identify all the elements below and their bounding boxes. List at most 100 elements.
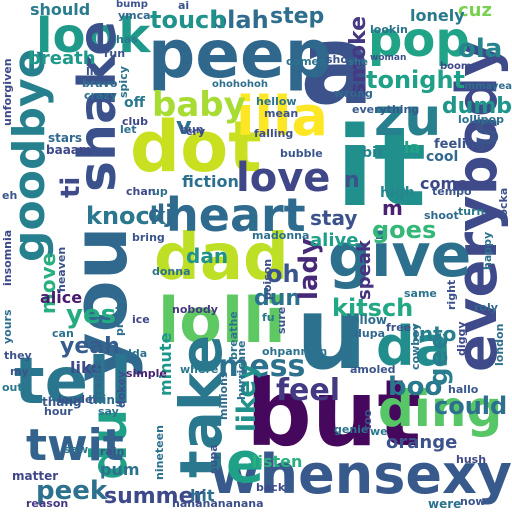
word-liar: liar [86, 65, 107, 78]
word-back: back [256, 481, 286, 494]
word-high: high [380, 185, 415, 201]
word-say: say [98, 405, 119, 418]
word-thang: thang [42, 395, 82, 409]
word-comes: comes [286, 55, 326, 68]
word-off: off [124, 95, 145, 111]
word-minute: minute [156, 332, 175, 396]
word-breath: breath [28, 48, 96, 69]
word-reason: reason [26, 497, 69, 510]
word-peep: peep [148, 16, 333, 93]
word-spicy: spicy [117, 66, 130, 98]
word-hallo: hallo [448, 383, 479, 396]
word-alice: alice [40, 288, 83, 307]
word-dda: dda [124, 347, 148, 360]
word-shot: shot [326, 53, 354, 66]
word-were: were [428, 497, 462, 511]
word-matter: matter [12, 469, 59, 483]
word-dot: dot [130, 106, 262, 188]
word-bun: bun [180, 123, 204, 136]
word-step: step [270, 4, 325, 29]
word-hit: hit [190, 486, 215, 505]
word-yes: yes [66, 300, 117, 330]
word-it: it [336, 103, 427, 231]
word-simple: simple [126, 367, 167, 380]
word-bring: bring [132, 231, 165, 244]
word-ohpanman: ohpanman [262, 345, 328, 358]
word-listen: listen [252, 452, 303, 471]
word-turn: turn [458, 205, 485, 218]
word-now: now [460, 495, 486, 508]
word-da: da [376, 315, 452, 378]
word-rocka: rocka [497, 187, 510, 222]
word-kitsch: kitsch [332, 294, 414, 322]
word-has: has [116, 33, 138, 46]
word-fiction: fiction [182, 172, 239, 191]
word-into: into [412, 322, 457, 346]
word-free: free [386, 321, 412, 334]
word-hurricane: hurricane [235, 340, 248, 400]
word-wrong: wrong [334, 87, 373, 100]
word-alive: alive [310, 230, 359, 251]
word-bit: bit [362, 145, 384, 161]
word-club: club [122, 115, 148, 128]
word-dupa: dupa [354, 327, 386, 340]
word-chan: chan [126, 185, 156, 198]
word-pum: pum [100, 460, 140, 479]
word-hellow: hellow [256, 95, 297, 108]
word-dokey: dokey [115, 370, 128, 408]
word-but: but [246, 360, 422, 467]
word-twit: twit [26, 420, 124, 471]
word-where: where [180, 363, 219, 376]
word-fragile: fragile [91, 359, 104, 400]
word-hush: hush [456, 453, 487, 466]
word-cry: cry [186, 125, 206, 138]
word-ti: ti [56, 176, 86, 198]
word-baaam: baaam [46, 143, 92, 157]
word-poison: poison [261, 258, 274, 300]
word-feeling: feeling [434, 137, 485, 152]
word-lookin: lookin [370, 23, 408, 36]
word-nineteen: nineteen [153, 425, 166, 480]
word-look: look [36, 8, 151, 64]
word-touch: touch [150, 6, 227, 34]
word-falling: falling [254, 127, 294, 140]
word-sure: sure [275, 306, 288, 334]
word-crazy: crazy [84, 89, 117, 102]
word-nananananana: nananananana [172, 497, 264, 510]
word-roly: roly [474, 301, 498, 314]
word-la: la [404, 138, 421, 157]
word-millions: millions [217, 371, 230, 420]
word-eh: eh [2, 189, 18, 202]
word-ymca: ymca [118, 9, 151, 22]
word-rain: rain [100, 445, 125, 458]
word-ice: ice [132, 313, 150, 326]
word-come: come [420, 174, 468, 193]
word-insomnia: insomnia [1, 229, 14, 286]
word-dj: dj [148, 200, 174, 228]
word-give: give [328, 221, 472, 291]
word-hour: hour [44, 405, 73, 418]
word-heart: heart [166, 188, 306, 242]
word-ohohohoh: ohohohoh [212, 79, 268, 90]
word-oh: oh [266, 260, 300, 288]
word-n: n [344, 168, 360, 193]
word-v: v [176, 112, 192, 140]
word-a: a [300, 1, 375, 129]
word-lollipop: lollipop [458, 113, 504, 126]
word-should: should [30, 0, 91, 19]
word-knock: knock [86, 202, 166, 230]
word-cowboy: cowboy [409, 323, 422, 370]
word-louder: louder [58, 393, 98, 406]
word-up: up [152, 185, 168, 198]
word-love: love [236, 155, 331, 201]
word-could: could [434, 392, 508, 420]
word-yours: yours [1, 309, 14, 344]
word-mmayea: mmayea [464, 81, 512, 92]
word-ola: ola [458, 34, 503, 64]
word-pretty: pretty [113, 297, 126, 336]
word-mean: mean [264, 107, 299, 120]
word-genie: genie [334, 423, 369, 436]
word-baby: baby [152, 85, 246, 125]
word-supa: supa [207, 444, 220, 474]
